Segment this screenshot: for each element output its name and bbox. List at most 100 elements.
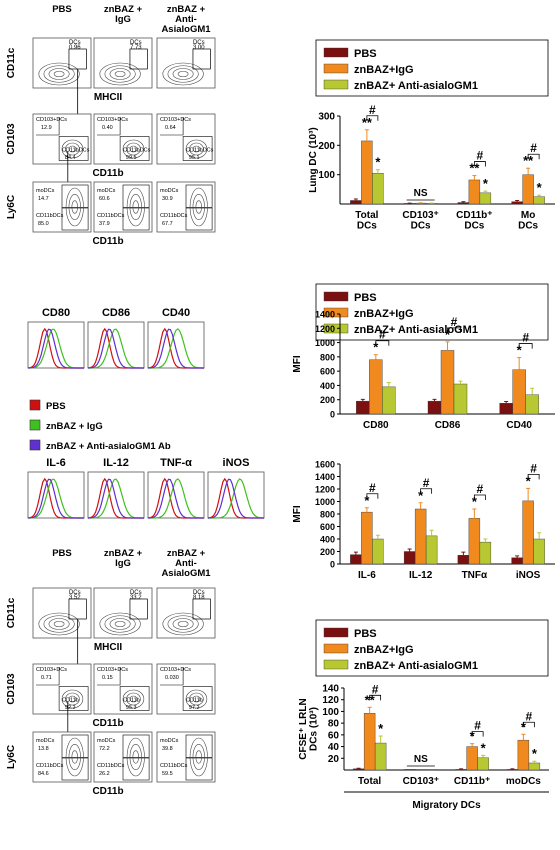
asialo-histogram: [27, 328, 84, 369]
flow-bottom-gate-bottom-value: 97.2: [189, 705, 200, 711]
bar: [425, 535, 438, 565]
x-tick-label: CD103⁺: [403, 776, 439, 787]
flow-bottom-row1-xlabel: MHCII: [94, 642, 123, 653]
flow-top-gate-bottom-label: CD11bDCs: [62, 148, 90, 154]
flow-bottom-gate-bottom-value: 59.5: [162, 771, 173, 777]
cd103-gate: [160, 667, 184, 686]
density-contour: [48, 618, 70, 630]
legend-label: znBAZ+ Anti-asialoGM1: [354, 660, 478, 672]
flow-top-row3-xlabel: CD11b: [92, 236, 123, 247]
y-axis-label: MFI: [292, 505, 303, 522]
legend-swatch-1: [29, 419, 41, 431]
plot-frame: [93, 113, 153, 165]
flow-top-gate-top-value: 0.40: [102, 125, 113, 131]
x-axis-label: Migratory DCs: [412, 800, 481, 811]
bar: [426, 769, 438, 771]
y-tick-label: 40: [328, 742, 340, 753]
x-tick-label: IL-6: [358, 570, 376, 581]
flow-top-gate-top-label: CD103+DCs: [36, 117, 67, 123]
y-tick-label: 600: [320, 367, 335, 377]
legend-swatch: [323, 47, 349, 58]
flow-bottom-row3-ylabel: Ly6C: [6, 745, 17, 769]
significance-bracket: [527, 153, 540, 160]
bar: [440, 350, 455, 415]
igg-histogram: [148, 478, 204, 519]
modc-gate: [185, 184, 213, 208]
cyto-hist-1: [87, 471, 145, 519]
x-tick-label: Total DCs: [355, 210, 378, 232]
legend-label: znBAZ+IgG: [354, 64, 414, 76]
flow-bottom-gate-value: 8.18: [193, 595, 205, 601]
bar: [382, 386, 396, 415]
cd103-gate: [97, 117, 121, 136]
significance-bracket: [473, 161, 486, 167]
flow-top-gate-top-value: 14.7: [38, 196, 49, 202]
significance-star: *: [378, 721, 384, 736]
flow-top-gate-bottom-value: 37.9: [99, 221, 110, 227]
y-tick-label: 200: [318, 141, 335, 152]
legend-label: PBS: [354, 292, 377, 304]
cd11bdc-gate: [61, 757, 89, 781]
flow-bottom-gate-bottom-label: CD11b: [186, 698, 203, 704]
flow-bottom-gate-bottom-value: 95.3: [126, 705, 137, 711]
density-contour: [122, 689, 145, 709]
density-contour: [195, 750, 202, 764]
flow-bottom-gate-bottom-value: 26.2: [99, 771, 110, 777]
flow-bottom-gate-label: DCs: [130, 590, 142, 596]
flow-top-row3-ylabel: Ly6C: [6, 195, 17, 219]
bar: [477, 757, 489, 771]
density-contour: [43, 615, 75, 633]
hist-legend-label-2: znBAZ + Anti-asialoGM1 Ab: [46, 441, 171, 452]
y-axis-label: Lung DC (10³): [308, 127, 319, 193]
significance-bracket: [366, 115, 379, 121]
legend-frame: [315, 619, 549, 677]
significance-bracket: [447, 327, 461, 333]
costim-title-1: CD86: [102, 307, 130, 319]
density-contour: [192, 145, 201, 153]
plot-frame: [207, 471, 265, 519]
y-tick-label: 100: [318, 170, 335, 181]
asialo-histogram: [207, 478, 264, 519]
bar: [404, 769, 416, 771]
igg-histogram: [148, 328, 204, 369]
bar: [479, 192, 492, 205]
significance-bracket: [369, 694, 382, 701]
flow-bottom-gate-bottom-label: CD11bDCs: [36, 763, 64, 769]
density-contour: [109, 618, 131, 630]
flow-top-gate-top-label: moDCs: [97, 188, 116, 194]
density-contour: [129, 695, 138, 703]
lung-dc-legend: PBS znBAZ+IgG znBAZ+ Anti-asialoGM1: [315, 39, 549, 97]
density-contour: [132, 200, 139, 214]
flow-top-gate-bottom-value: 85.0: [38, 221, 49, 227]
asialo-histogram: [147, 478, 204, 519]
bar: [427, 400, 442, 415]
flow-top-gate-label: DCs: [69, 40, 81, 46]
hash-marker: #: [369, 481, 376, 495]
density-contour: [104, 65, 136, 83]
legend-frame: [315, 283, 549, 341]
flow-bottom-gate-bottom-label: CD11b: [62, 698, 79, 704]
cd103-gate: [97, 667, 121, 686]
significance-star: *: [445, 327, 451, 342]
flow-top-gate-bottom-value: 95.1: [189, 155, 200, 161]
flow-top-gate-top-value: 30.9: [162, 196, 173, 202]
flow-top-gate-value: 0.96: [69, 45, 81, 51]
hash-marker: #: [526, 709, 533, 723]
density-contour: [126, 187, 145, 227]
y-tick-label: 400: [320, 535, 335, 545]
asialo-histogram: [87, 478, 144, 519]
costim-hist-2: [147, 321, 205, 369]
density-contour: [65, 737, 84, 777]
bar-chart-1: 0200400600800100012001400MFICD80*#CD86*#…: [292, 310, 555, 431]
dc-gate: [192, 48, 211, 70]
flow-top-row1-xlabel: MHCII: [94, 92, 123, 103]
bar: [525, 394, 539, 415]
ns-label: NS: [414, 188, 428, 199]
y-tick-label: 1400: [315, 472, 335, 482]
cyto-hist-3: [207, 471, 265, 519]
flow-bottom-gate-label: DCs: [193, 590, 205, 596]
significance-star: *: [526, 473, 532, 488]
density-contour: [99, 62, 141, 86]
significance-star: *: [483, 176, 489, 191]
legend-swatch: [323, 307, 349, 318]
